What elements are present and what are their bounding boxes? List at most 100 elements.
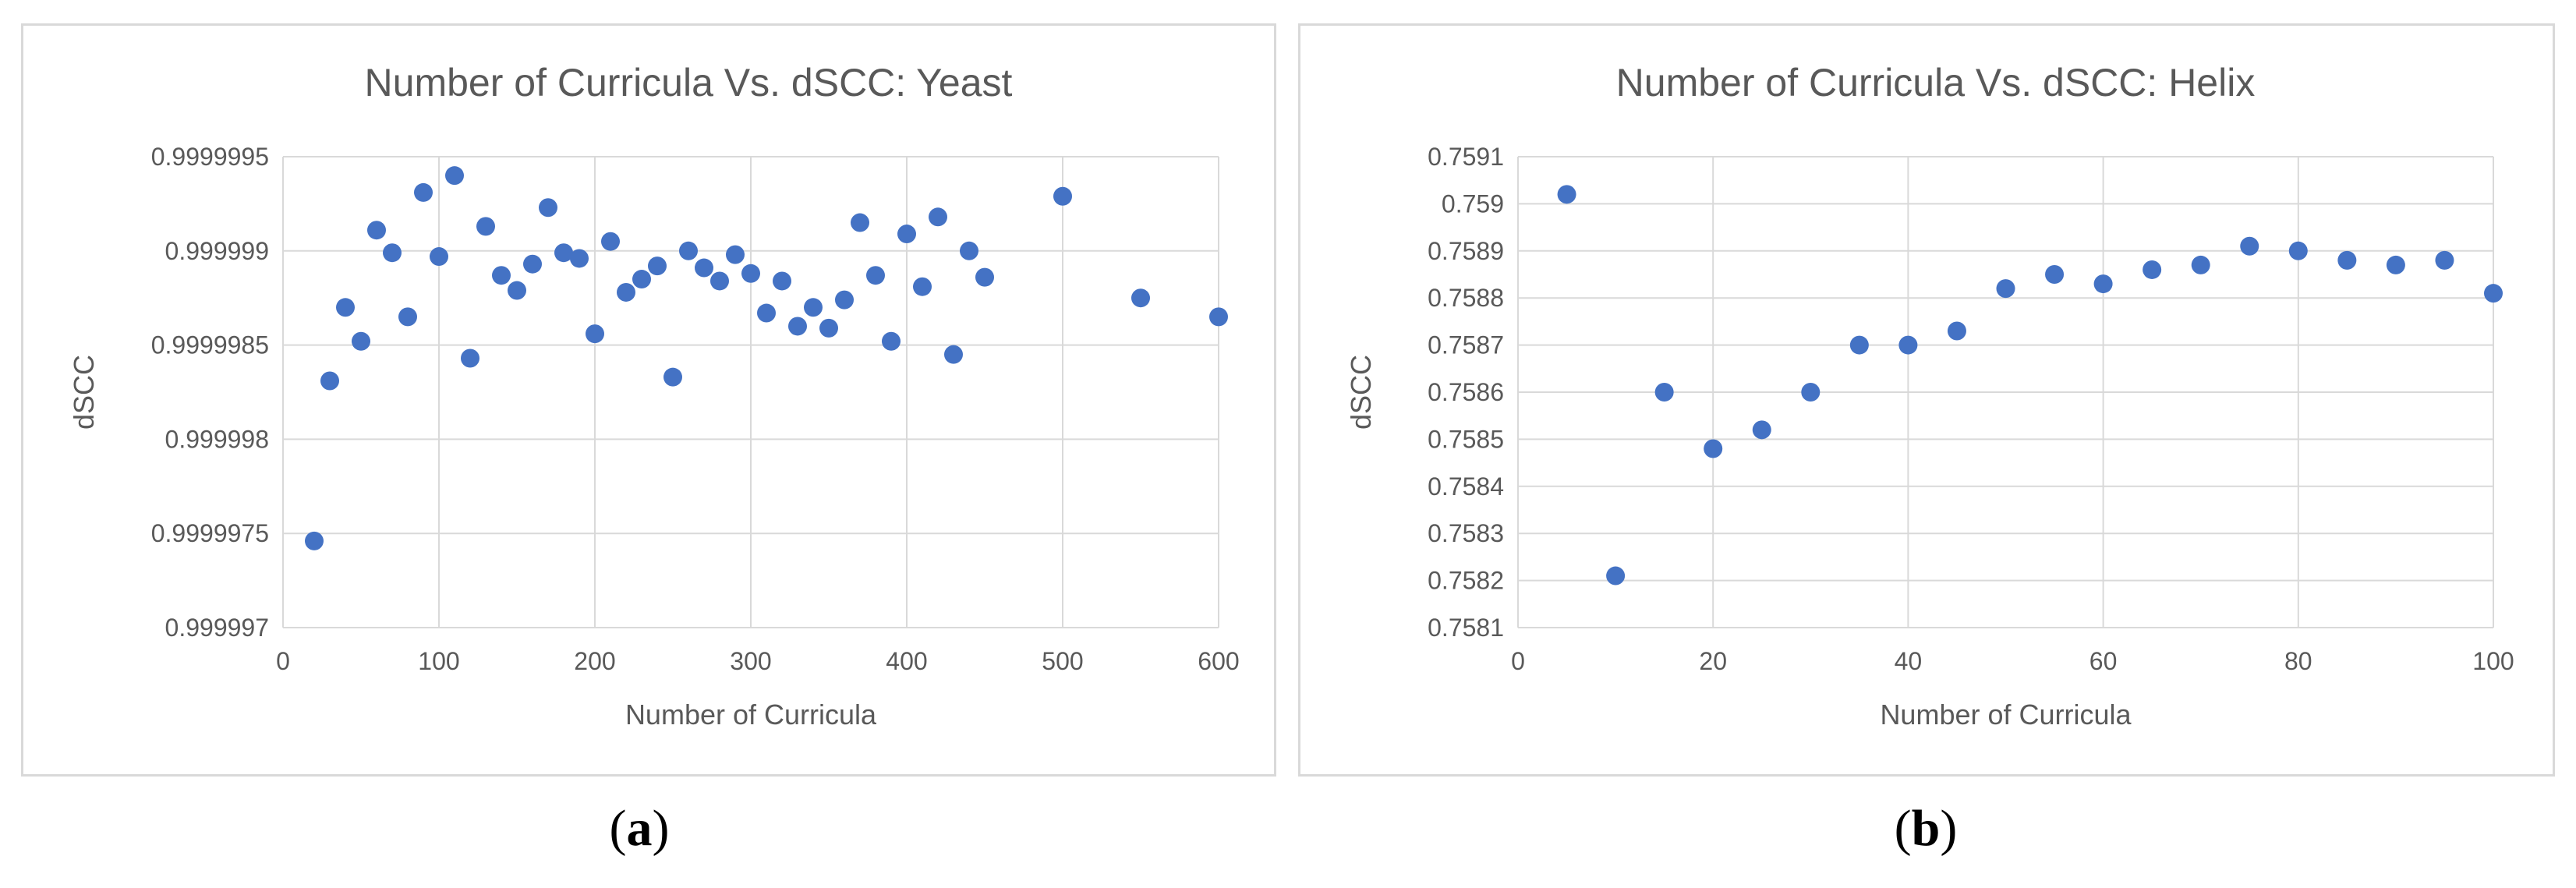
data-point: [1053, 186, 1072, 206]
data-point: [866, 266, 885, 285]
data-point: [2337, 250, 2357, 270]
data-point: [398, 307, 417, 327]
data-point: [1131, 288, 1150, 308]
data-point: [929, 207, 947, 227]
y-tick-label: 0.7587: [1428, 331, 1504, 359]
data-point: [882, 331, 901, 351]
x-tick-label: 500: [1042, 647, 1083, 675]
x-tick-label: 300: [730, 647, 771, 675]
data-point: [305, 531, 324, 550]
data-point: [554, 243, 573, 263]
data-point: [570, 249, 589, 268]
data-point: [2288, 241, 2308, 260]
data-point: [710, 271, 729, 291]
y-tick-label: 0.999998: [165, 425, 269, 453]
data-point: [913, 277, 932, 296]
data-point: [1947, 321, 1966, 341]
data-point: [1752, 420, 1771, 440]
data-point: [414, 182, 433, 202]
y-tick-label: 0.9999975: [151, 519, 269, 547]
x-tick-label: 200: [574, 647, 615, 675]
data-point: [2143, 260, 2162, 279]
data-point: [1654, 383, 1674, 402]
y-tick-label: 0.999999: [165, 237, 269, 265]
data-point: [788, 317, 807, 336]
data-point: [2484, 284, 2503, 303]
x-tick-label: 400: [886, 647, 927, 675]
data-point: [2435, 250, 2454, 270]
data-point: [586, 324, 604, 344]
chart-panel-yeast: 0.999997 0.9999975 0.999998 0.9999985 0.9999…: [21, 23, 1276, 777]
chart-title: Number of Curricula Vs. dSCC: Helix: [1616, 61, 2256, 104]
data-point: [2045, 265, 2065, 284]
data-point: [539, 198, 557, 218]
data-point: [1801, 383, 1821, 402]
data-point: [632, 270, 651, 289]
data-point: [804, 298, 823, 317]
x-axis-label: Number of Curricula: [625, 699, 877, 731]
x-tick-label: 600: [1198, 647, 1239, 675]
data-point: [383, 243, 402, 263]
chart-title: Number of Curricula Vs. dSCC: Yeast: [365, 61, 1013, 104]
data-point: [648, 256, 667, 276]
data-point: [492, 266, 511, 285]
data-point: [944, 345, 963, 364]
x-tick-label: 100: [2472, 647, 2514, 675]
data-point: [1606, 566, 1626, 586]
x-tick-label: 40: [1895, 647, 1923, 675]
y-tick-label: 0.7589: [1428, 237, 1504, 265]
data-point: [2191, 255, 2210, 274]
data-point: [445, 166, 464, 186]
data-point: [461, 348, 479, 368]
y-tick-label: 0.7582: [1428, 567, 1504, 595]
x-tick-label: 100: [418, 647, 459, 675]
data-point: [897, 225, 916, 244]
data-point: [320, 371, 339, 391]
x-tick-label: 80: [2284, 647, 2312, 675]
data-point: [741, 264, 760, 283]
data-point: [1557, 185, 1576, 204]
scatter-chart-yeast: 0.999997 0.9999975 0.999998 0.9999985 0.9999…: [68, 61, 1240, 731]
data-point: [523, 254, 542, 274]
data-point: [430, 247, 448, 267]
x-axis-label: Number of Curricula: [1880, 699, 2132, 731]
data-point: [617, 282, 635, 302]
data-point: [851, 213, 869, 232]
data-point: [663, 367, 682, 387]
data-point: [1849, 335, 1869, 355]
x-tick-label: 0: [1511, 647, 1525, 675]
data-point: [336, 298, 355, 317]
y-tick-label: 0.7583: [1428, 519, 1504, 547]
x-tick-label: 0: [276, 647, 290, 675]
y-tick-label: 0.9999995: [151, 143, 269, 171]
data-point: [1898, 335, 1918, 355]
y-tick-label: 0.7586: [1428, 378, 1504, 406]
y-axis-label: dSCC: [68, 355, 100, 430]
y-axis-label: dSCC: [1345, 355, 1377, 430]
chart-panel-helix: 0.7581 0.7582 0.7583 0.7584 0.7585 0.7586 0.75…: [1298, 23, 2555, 777]
data-point: [679, 241, 698, 260]
data-point: [1996, 279, 2015, 299]
y-tick-label: 0.7588: [1428, 284, 1504, 312]
data-point: [975, 267, 994, 287]
y-tick-label: 0.999997: [165, 614, 269, 642]
data-point: [601, 232, 620, 251]
data-point: [2093, 274, 2113, 294]
data-point: [1209, 307, 1228, 327]
data-point: [2386, 255, 2405, 274]
data-point: [508, 281, 526, 300]
x-tick-label: 60: [2089, 647, 2118, 675]
scatter-chart-helix: 0.7581 0.7582 0.7583 0.7584 0.7585 0.7586 0.75…: [1345, 61, 2514, 731]
data-point: [1704, 439, 1723, 458]
y-tick-label: 0.7584: [1428, 472, 1504, 501]
y-tick-label: 0.7581: [1428, 614, 1504, 642]
data-point: [695, 258, 713, 278]
caption-b: (b): [1894, 800, 1958, 857]
y-tick-label: 0.7591: [1428, 143, 1504, 171]
data-point: [476, 217, 495, 236]
data-point: [960, 241, 978, 260]
data-point: [757, 303, 776, 323]
y-tick-label: 0.9999985: [151, 331, 269, 359]
data-point: [726, 245, 745, 264]
x-tick-label: 20: [1699, 647, 1727, 675]
